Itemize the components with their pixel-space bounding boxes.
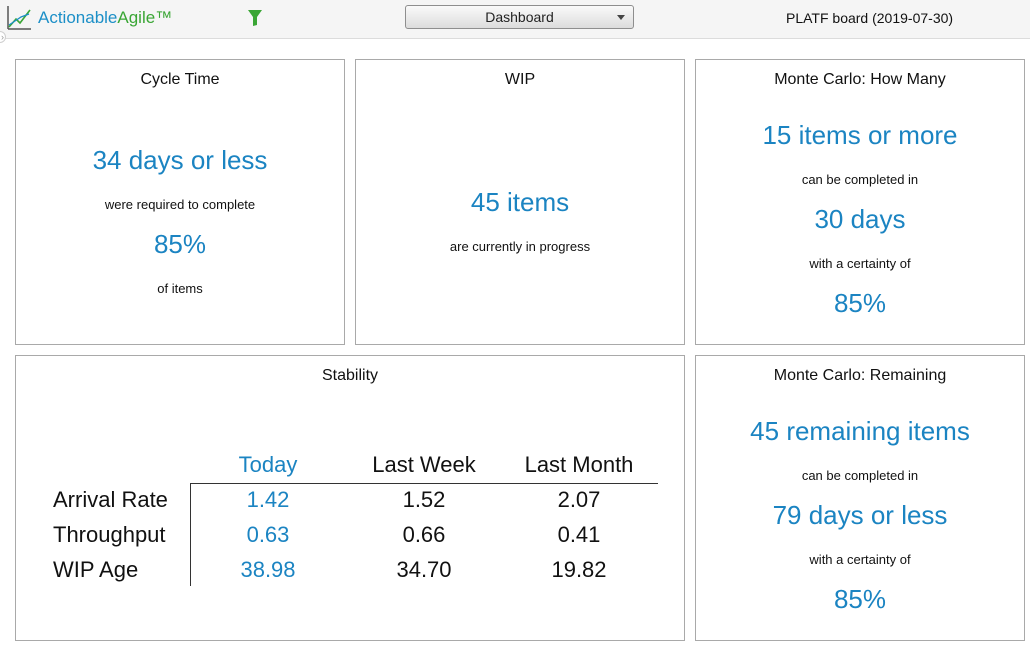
cycle-time-footer: of items (157, 281, 203, 296)
app-logo-text: ActionableAgile™ (38, 8, 172, 28)
column-header-last-week: Last Week (372, 452, 476, 477)
top-bar: ActionableAgile™ Dashboard PLATF board (… (0, 0, 1030, 39)
wip-panel: WIP 45 items are currently in progress (355, 59, 685, 345)
mc-how-many-caption-1: can be completed in (801, 172, 919, 187)
mc-how-many-caption-2: with a certainty of (809, 256, 911, 271)
cycle-time-value: 34 days or less (92, 145, 268, 175)
mc-how-many-percent: 85% (833, 288, 887, 318)
arrival-rate-last-week: 1.52 (402, 487, 446, 512)
chart-logo-icon (6, 5, 32, 31)
row-label-throughput: Throughput (53, 522, 166, 547)
column-header-last-month: Last Month (524, 452, 634, 477)
throughput-last-month: 0.41 (557, 522, 601, 547)
wip-caption: are currently in progress (449, 239, 591, 254)
mc-how-many-days: 30 days (814, 204, 906, 234)
column-header-today: Today (238, 452, 298, 477)
table-row-divider (190, 483, 191, 586)
mc-remaining-days: 79 days or less (772, 500, 948, 530)
cycle-time-caption: were required to complete (104, 197, 256, 212)
logo-text-actionable: Actionable (38, 8, 118, 27)
row-label-arrival-rate: Arrival Rate (53, 487, 168, 512)
arrival-rate-last-month: 2.07 (557, 487, 601, 512)
stability-panel: Stability Today Last Week Last Month Arr… (15, 355, 685, 641)
cycle-time-panel: Cycle Time 34 days or less were required… (15, 59, 345, 345)
dropdown-selected-label: Dashboard (485, 9, 554, 25)
mc-remaining-items: 45 remaining items (750, 416, 970, 446)
panel-title: Cycle Time (140, 71, 220, 88)
cycle-time-percent: 85% (153, 229, 207, 259)
panel-title: Stability (321, 367, 379, 384)
filter-icon[interactable] (247, 9, 263, 32)
view-select-dropdown[interactable]: Dashboard (405, 5, 634, 29)
panel-title: Monte Carlo: Remaining (773, 367, 947, 384)
monte-carlo-how-many-panel: Monte Carlo: How Many 15 items or more c… (695, 59, 1025, 345)
arrival-rate-today: 1.42 (246, 487, 290, 512)
mc-how-many-items: 15 items or more (762, 120, 958, 150)
table-header-divider (190, 483, 658, 484)
panel-title: Monte Carlo: How Many (774, 71, 946, 88)
throughput-today: 0.63 (246, 522, 290, 547)
wip-value: 45 items (470, 187, 570, 217)
mc-remaining-percent: 85% (833, 584, 887, 614)
mc-remaining-caption-2: with a certainty of (809, 552, 911, 567)
wip-age-last-month: 19.82 (551, 557, 607, 582)
monte-carlo-remaining-panel: Monte Carlo: Remaining 45 remaining item… (695, 355, 1025, 641)
wip-age-last-week: 34.70 (396, 557, 452, 582)
row-label-wip-age: WIP Age (53, 557, 139, 582)
wip-age-today: 38.98 (240, 557, 296, 582)
chevron-down-icon (617, 15, 625, 20)
app-logo[interactable]: ActionableAgile™ (6, 4, 172, 32)
panel-title: WIP (504, 71, 536, 88)
throughput-last-week: 0.66 (402, 522, 446, 547)
mc-remaining-caption-1: can be completed in (801, 468, 919, 483)
logo-text-agile: Agile™ (117, 8, 173, 27)
board-title: PLATF board (2019-07-30) (786, 10, 954, 26)
